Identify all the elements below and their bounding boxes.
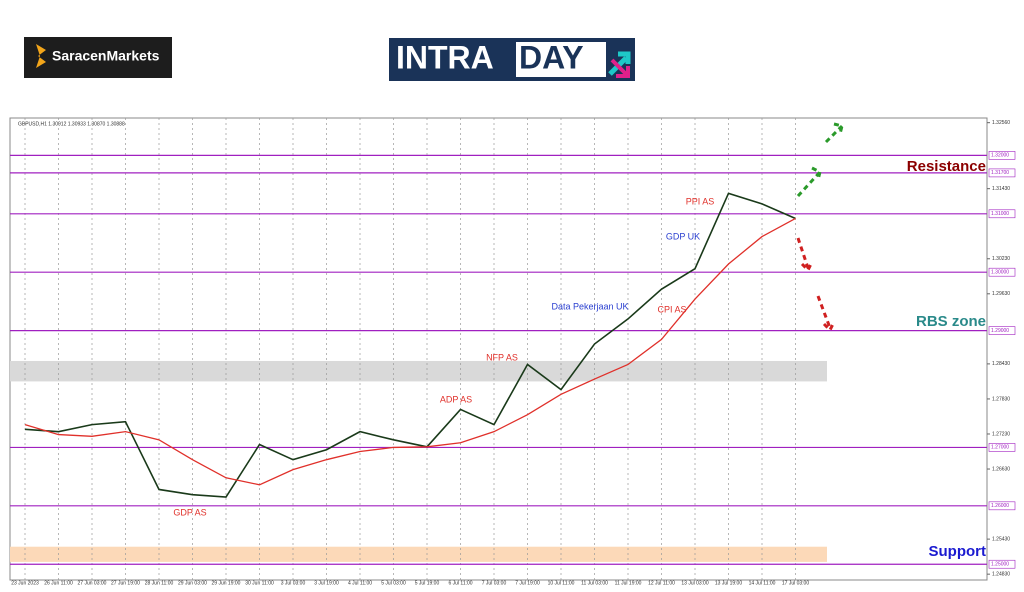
plot-frame [9,117,988,581]
y-tick-label: 1.29630 [992,291,1010,297]
level-label: 1.31000 [991,211,1009,217]
brand-name: SaracenMarkets [52,48,160,64]
x-tick-label: 5 Jul 03:00 [381,580,406,586]
chart-header: GBPUSD,H1 1.30912 1.30933 1.30870 1.3088… [18,121,125,127]
x-tick-label: 10 Jul 11:00 [548,580,575,586]
y-tick-label: 1.25430 [992,536,1010,542]
x-tick-label: 13 Jul 03:00 [681,580,708,586]
x-tick-label: 11 Jul 03:00 [581,580,608,586]
level-tag [988,267,1016,277]
y-tick-label: 1.28430 [992,361,1010,367]
down-arrow [816,295,836,333]
level-tag [988,168,1016,178]
y-tick-label: 1.26630 [992,466,1010,472]
y-tick-label: 1.30230 [992,256,1010,262]
x-tick-label: 4 Jul 11:00 [348,580,372,586]
y-tick-label: 1.31430 [992,186,1010,192]
zone-label: Resistance [907,158,986,175]
x-tick-label: 11 Jul 19:00 [615,580,642,586]
zone [10,546,827,562]
x-tick-label: 3 Jul 19:00 [314,580,339,586]
event-label: CPI AS [657,304,686,314]
x-tick-label: 13 Jul 19:00 [715,580,742,586]
x-tick-label: 27 Jun 03:00 [78,580,107,586]
banner-left: INTRA [396,39,494,75]
event-label: PPI AS [686,196,715,206]
price-line [24,192,796,498]
x-tick-label: 27 Jun 19:00 [111,580,140,586]
level-label: 1.26000 [991,503,1009,509]
x-tick-label: 29 Jun 03:00 [178,580,207,586]
level-label: 1.29000 [991,328,1009,334]
event-label: GDP UK [666,231,700,241]
x-tick-label: 30 Jun 11:00 [245,580,274,586]
level-tag [988,326,1016,335]
event-label: ADP AS [440,394,472,404]
x-tick-label: 7 Jul 03:00 [482,580,507,586]
price-line [24,217,796,486]
y-tick-label: 1.32560 [992,120,1010,126]
y-tick-label: 1.27230 [992,431,1010,437]
event-label: NFP AS [486,352,518,362]
x-tick-label: 14 Jul 11:00 [749,580,776,586]
banner-right: DAY [519,39,584,75]
level-label: 1.31700 [991,170,1009,176]
x-tick-label: 5 Jul 19:00 [415,580,440,586]
level-label: 1.30000 [991,270,1009,276]
y-tick-label: 1.24830 [992,571,1010,577]
level-tag [988,501,1016,511]
up-arrow [796,166,822,198]
level-tag [988,559,1016,569]
x-tick-label: 12 Jul 11:00 [648,580,675,586]
x-tick-label: 3 Jul 03:00 [281,580,306,586]
banner-box [516,42,606,77]
x-tick-label: 6 Jul 11:00 [448,580,472,586]
up-arrow [824,122,844,144]
x-tick-label: 17 Jul 03:00 [782,580,809,586]
level-tag [988,443,1016,452]
level-label: 1.27000 [991,445,1009,451]
level-tag [988,209,1016,219]
x-tick-label: 29 Jun 19:00 [212,580,241,586]
zone-label: Support [929,543,987,560]
level-tag [988,151,1016,160]
event-label: GDP AS [173,507,206,517]
x-tick-label: 26 Jun 11:00 [44,580,73,586]
level-label: 1.25000 [991,562,1009,568]
level-label: 1.32000 [991,153,1009,159]
x-tick-label: 23 Jun 2023 [11,580,39,586]
brand-icon [36,44,46,68]
down-arrow [796,237,814,273]
zone [10,360,827,382]
x-tick-label: 28 Jun 11:00 [145,580,174,586]
zone-label: RBS zone [916,313,986,330]
brand-logo [24,37,172,78]
banner-arrow-down [610,58,630,78]
y-tick-label: 1.27830 [992,396,1010,402]
event-label: Data Pekerjaan UK [551,301,628,311]
x-tick-label: 7 Jul 19:00 [515,580,540,586]
